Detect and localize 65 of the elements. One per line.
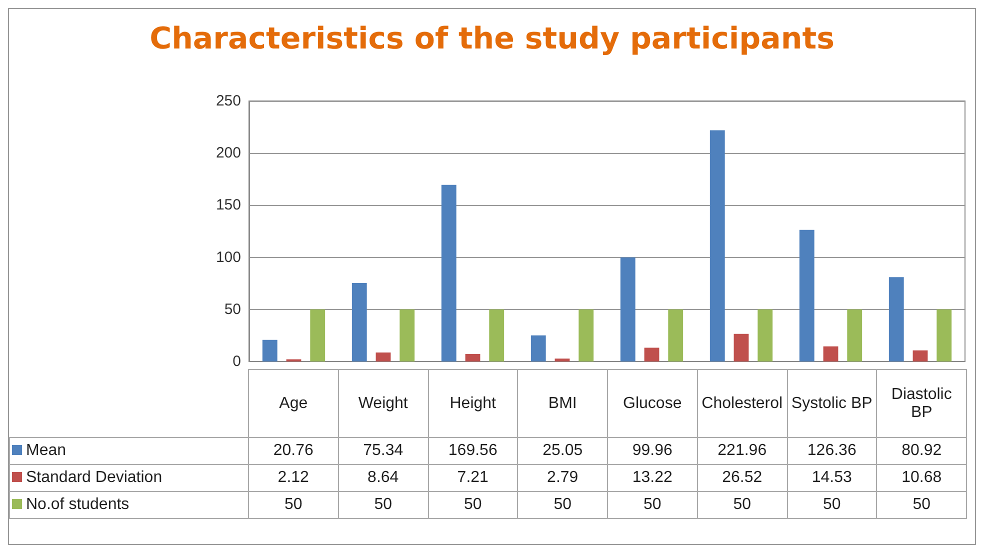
data-label: 26.52 (697, 464, 787, 492)
y-tick-label: 150 (216, 196, 241, 214)
data-label: 75.34 (338, 438, 428, 464)
data-label: 2.12 (248, 464, 338, 492)
bar (758, 309, 773, 362)
data-label: 50 (876, 492, 966, 518)
y-tick-label: 0 (232, 353, 241, 370)
data-label: 50 (608, 492, 698, 518)
bar (400, 309, 415, 362)
y-tick-label: 250 (216, 92, 241, 110)
bar (888, 277, 904, 362)
bar (734, 334, 749, 362)
data-label: 8.64 (338, 464, 428, 492)
bar (668, 309, 684, 362)
data-label: 14.53 (787, 464, 877, 492)
bar (620, 257, 636, 362)
data-label: 50 (428, 492, 518, 518)
data-label: 13.22 (608, 464, 698, 492)
data-label: 25.05 (518, 438, 608, 464)
bar (936, 309, 952, 362)
x-tick-label: Weight (338, 370, 428, 438)
x-tick-label: Systolic BP (787, 370, 877, 438)
data-label: 50 (248, 492, 338, 518)
y-tick-label: 100 (216, 248, 241, 266)
x-tick-label: Age (248, 370, 338, 438)
data-label: 20.76 (248, 438, 338, 464)
bar (310, 309, 326, 362)
bar (847, 309, 862, 362)
y-tick-label: 200 (216, 144, 241, 162)
x-tick-label: Cholesterol (697, 370, 787, 438)
bar (352, 282, 367, 362)
x-tick-label: Diastolic BP (876, 370, 966, 438)
x-tick-label: Glucose (608, 370, 698, 438)
bar (578, 309, 594, 362)
data-label: 126.36 (787, 438, 877, 464)
data-label: 50 (338, 492, 428, 518)
legend-label: No.of students (10, 492, 248, 518)
bar (376, 352, 391, 362)
bar (799, 230, 814, 362)
bar (441, 184, 456, 362)
bar (823, 346, 838, 362)
bar (262, 340, 278, 362)
bar (554, 358, 570, 362)
data-label: 10.68 (876, 464, 966, 492)
legend-label: Mean (10, 438, 248, 464)
y-tick-label: 50 (224, 300, 241, 318)
x-tick-label: Height (428, 370, 518, 438)
bar (465, 354, 480, 362)
data-label: 50 (518, 492, 608, 518)
x-tick-label: BMI (518, 370, 608, 438)
bar (530, 335, 546, 362)
data-label: 169.56 (428, 438, 518, 464)
bar (912, 350, 928, 362)
data-label: 80.92 (876, 438, 966, 464)
chart-title: Characteristics of the study participants (150, 22, 834, 56)
data-label: 99.96 (608, 438, 698, 464)
data-label: 50 (697, 492, 787, 518)
data-label: 50 (787, 492, 877, 518)
bar (489, 309, 504, 362)
data-label: 7.21 (428, 464, 518, 492)
data-label: 221.96 (697, 438, 787, 464)
bar (644, 348, 660, 362)
legend-label: Standard Deviation (10, 464, 248, 492)
data-label: 2.79 (518, 464, 608, 492)
bar (710, 130, 725, 362)
